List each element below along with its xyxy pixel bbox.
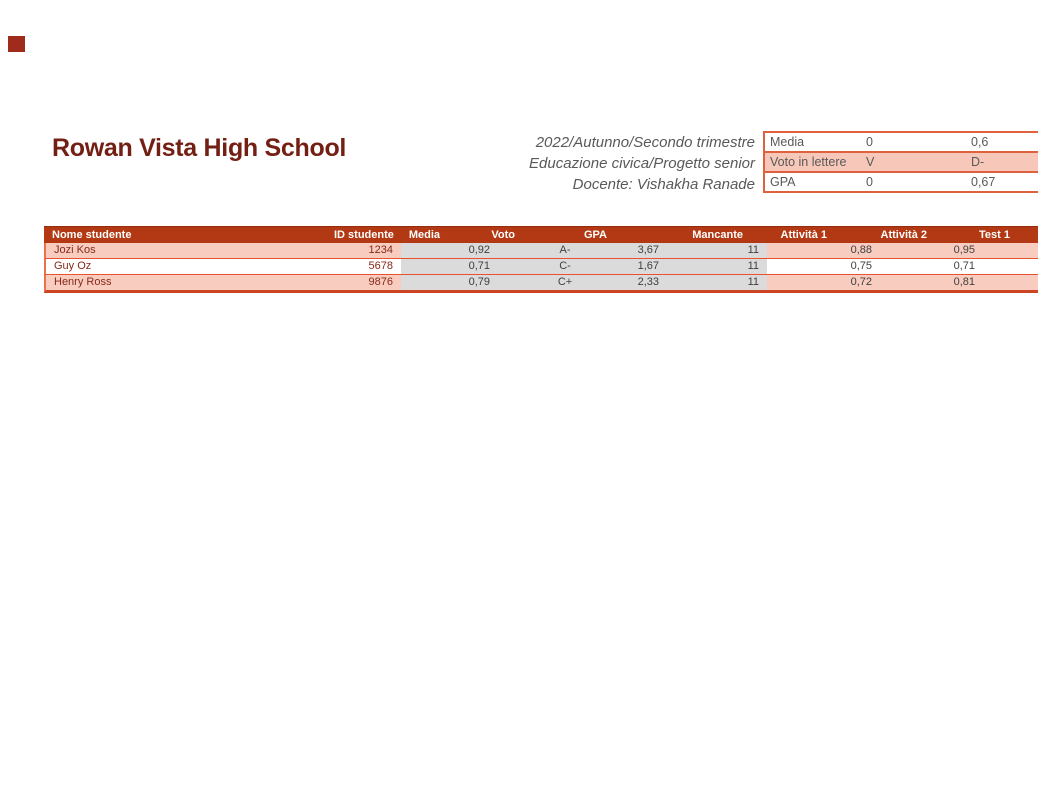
- summary-voto-value-1[interactable]: V: [866, 155, 875, 169]
- cell-mancante[interactable]: 11: [667, 243, 767, 258]
- summary-table: Media 0 0,6 Voto in lettere V D- GPA 0 0…: [763, 131, 1038, 193]
- cell-name[interactable]: Henry Ross: [46, 275, 336, 290]
- table-row-jozi-kos: Jozi Kos 1234 0,92 A- 3,67 11 0,88 0,95: [44, 243, 1038, 259]
- cell-att1[interactable]: 0,72: [767, 275, 880, 290]
- summary-media-value-2[interactable]: 0,6: [971, 135, 989, 149]
- cell-att1[interactable]: 0,88: [767, 243, 880, 258]
- summary-row-gpa: GPA 0 0,67: [765, 173, 1038, 191]
- cell-att2[interactable]: 0,81: [880, 275, 983, 290]
- column-header-id-studente[interactable]: ID studente: [334, 229, 394, 241]
- cell-att1[interactable]: 0,75: [767, 259, 880, 274]
- cell-media[interactable]: 0,92: [401, 243, 498, 258]
- table-row-guy-oz: Guy Oz 5678 0,71 C- 1,67 11 0,75 0,71: [44, 259, 1038, 275]
- cell-name[interactable]: Jozi Kos: [46, 243, 336, 258]
- cell-gpa[interactable]: 1,67: [632, 259, 667, 274]
- cell-att2[interactable]: 0,71: [880, 259, 983, 274]
- summary-gpa-value-1[interactable]: 0: [866, 175, 873, 189]
- summary-label-voto[interactable]: Voto in lettere: [770, 155, 847, 169]
- column-header-attivita-2[interactable]: Attività 2: [880, 229, 927, 241]
- cell-media[interactable]: 0,71: [401, 259, 498, 274]
- teacher-text: Docente: Vishakha Ranade: [572, 176, 755, 193]
- cell-voto[interactable]: A-: [498, 243, 632, 258]
- column-header-test-1[interactable]: Test 1: [979, 229, 1010, 241]
- cell-id[interactable]: 5678: [336, 259, 401, 274]
- cell-gpa[interactable]: 3,67: [632, 243, 667, 258]
- cell-test1[interactable]: [983, 275, 1038, 290]
- cell-id[interactable]: 1234: [336, 243, 401, 258]
- summary-label-gpa[interactable]: GPA: [770, 175, 796, 189]
- gradebook-header-row: Nome studente ID studente Media Voto GPA…: [44, 226, 1038, 243]
- summary-voto-value-2[interactable]: D-: [971, 155, 985, 169]
- course-info-block: 2022/Autunno/Secondo trimestre Educazion…: [529, 132, 755, 195]
- summary-row-voto: Voto in lettere V D-: [765, 153, 1038, 173]
- cell-test1[interactable]: [983, 259, 1038, 274]
- cell-voto[interactable]: C-: [498, 259, 632, 274]
- column-header-gpa[interactable]: GPA: [583, 229, 607, 241]
- column-header-attivita-1[interactable]: Attività 1: [780, 229, 827, 241]
- gradebook-table: Nome studente ID studente Media Voto GPA…: [44, 226, 1038, 293]
- table-row-henry-ross: Henry Ross 9876 0,79 C+ 2,33 11 0,72 0,8…: [44, 275, 1038, 293]
- course-text: Educazione civica/Progetto senior: [529, 155, 755, 172]
- column-header-media[interactable]: Media: [408, 229, 440, 241]
- cell-id[interactable]: 9876: [336, 275, 401, 290]
- summary-media-value-1[interactable]: 0: [866, 135, 873, 149]
- cell-test1[interactable]: [983, 243, 1038, 258]
- cell-gpa[interactable]: 2,33: [632, 275, 667, 290]
- term-text: 2022/Autunno/Secondo trimestre: [535, 134, 755, 151]
- summary-row-media: Media 0 0,6: [765, 133, 1038, 153]
- summary-gpa-value-2[interactable]: 0,67: [971, 175, 996, 189]
- cell-att2[interactable]: 0,95: [880, 243, 983, 258]
- column-header-voto[interactable]: Voto: [491, 229, 515, 241]
- school-name-title: Rowan Vista High School: [52, 134, 347, 162]
- cell-name[interactable]: Guy Oz: [46, 259, 336, 274]
- cell-voto[interactable]: C+: [498, 275, 632, 290]
- summary-label-media[interactable]: Media: [770, 135, 805, 149]
- corner-marker: [8, 36, 25, 52]
- cell-mancante[interactable]: 11: [667, 275, 767, 290]
- column-header-mancante[interactable]: Mancante: [692, 229, 743, 241]
- column-header-nome-studente[interactable]: Nome studente: [52, 229, 132, 241]
- cell-media[interactable]: 0,79: [401, 275, 498, 290]
- cell-mancante[interactable]: 11: [667, 259, 767, 274]
